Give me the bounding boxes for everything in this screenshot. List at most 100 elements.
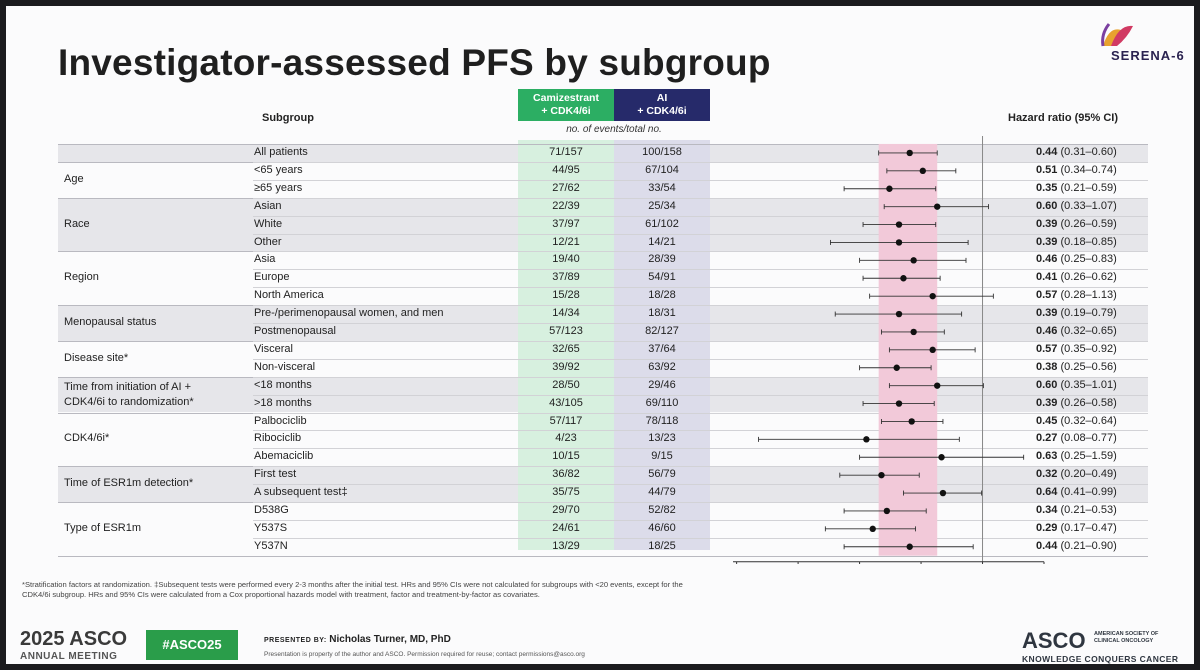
asco-meeting: ANNUAL MEETING: [20, 651, 118, 662]
subgroup-label: Postmenopausal: [254, 325, 336, 337]
camizestrant-events: 36/82: [552, 468, 580, 481]
hazard-ratio-estimate: 0.39: [1036, 396, 1058, 409]
hr-point: [939, 489, 947, 497]
hazard-ratio-estimate: 0.51: [1036, 163, 1058, 176]
group-label: Time from initiation of AI + CDK4/6i to r…: [64, 380, 194, 410]
hazard-ratio-value: 0.60 (0.33–1.07): [1036, 200, 1117, 212]
presenter-line: PRESENTED BY: Nicholas Turner, MD, PhD: [264, 634, 451, 645]
group-label: Disease site*: [64, 351, 129, 364]
confidence-interval: (0.35–0.92): [1060, 342, 1117, 355]
hr-point: [910, 328, 917, 336]
confidence-interval: (0.28–1.13): [1060, 289, 1117, 302]
camizestrant-column: [518, 140, 614, 550]
subgroup-label: >18 months: [254, 396, 312, 409]
confidence-interval: (0.31–0.60): [1060, 146, 1117, 158]
hazard-ratio-value: 0.39 (0.18–0.85): [1036, 236, 1117, 248]
subgroup-label: Palbociclib: [254, 414, 307, 427]
group-label: Menopausal status: [64, 316, 157, 328]
row-divider: [253, 502, 1148, 503]
camizestrant-events: 44/95: [552, 163, 580, 176]
hazard-ratio-value: 0.27 (0.08–0.77): [1036, 432, 1117, 444]
ai-header: AI + CDK4/6i: [614, 89, 710, 121]
subgroup-label: Asian: [254, 199, 282, 212]
ai-events: 61/102: [645, 217, 679, 230]
confidence-interval: (0.41–0.99): [1060, 486, 1117, 499]
hazard-ratio-value: 0.44 (0.31–0.60): [1036, 146, 1117, 158]
hazard-ratio-estimate: 0.57: [1036, 289, 1058, 302]
row-divider: [253, 466, 1148, 468]
hr-point: [883, 507, 891, 515]
hazard-ratio-value: 0.46 (0.32–0.65): [1036, 325, 1117, 337]
hazard-ratio-value: 0.64 (0.41–0.99): [1036, 486, 1117, 498]
camizestrant-events: 37/89: [552, 271, 580, 284]
row-divider: [253, 537, 1148, 539]
hr-point: [895, 310, 903, 318]
row-divider: [253, 269, 1148, 271]
group-label: CDK4/6i*: [64, 432, 110, 445]
camizestrant-header: Camizestrant + CDK4/6i: [518, 89, 614, 121]
hazard-ratio-value: 0.63 (0.25–1.59): [1036, 450, 1117, 462]
hazard-ratio-estimate: 0.46: [1036, 325, 1058, 337]
ai-events: 28/39: [648, 253, 676, 266]
ai-events: 63/92: [648, 360, 676, 373]
subgroup-label: ≥65 years: [254, 181, 303, 194]
subgroup-label: <18 months: [254, 378, 312, 391]
asco-society-logo: ASCO AMERICAN SOCIETY OF CLINICAL ONCOLO…: [1022, 628, 1178, 664]
confidence-interval: (0.20–0.49): [1060, 468, 1117, 481]
subgroup-label: Abemaciclib: [254, 450, 314, 463]
group-label: Race: [64, 217, 90, 230]
ai-events: 52/82: [648, 504, 676, 516]
confidence-interval: (0.32–0.64): [1060, 414, 1117, 427]
footnote: *Stratification factors at randomization…: [22, 580, 683, 599]
camizestrant-events: 10/15: [552, 450, 580, 463]
asco-tagline: KNOWLEDGE CONQUERS CANCER: [1022, 654, 1179, 664]
hr-point: [906, 149, 913, 157]
hr-point: [910, 257, 917, 264]
confidence-interval: (0.25–0.56): [1060, 360, 1117, 373]
camizestrant-header-line1: Camizestrant: [533, 92, 599, 104]
subgroup-label: Other: [254, 235, 282, 248]
events-subheader: no. of events/total no.: [566, 124, 662, 135]
camizestrant-events: 32/65: [552, 342, 580, 355]
hazard-ratio-value: 0.34 (0.21–0.53): [1036, 504, 1117, 516]
hr-point: [934, 382, 941, 389]
row-divider: [253, 161, 1148, 163]
confidence-interval: (0.32–0.65): [1060, 325, 1117, 337]
confidence-interval: (0.21–0.90): [1060, 539, 1117, 552]
ai-header-line2: + CDK4/6i: [637, 105, 687, 117]
ai-events: 25/34: [648, 199, 676, 212]
camizestrant-events: 27/62: [552, 181, 580, 194]
row-divider: [253, 305, 1148, 307]
camizestrant-events: 19/40: [552, 253, 580, 266]
confidence-interval: (0.34–0.74): [1060, 163, 1117, 176]
subgroup-header: Subgroup: [262, 112, 314, 124]
camizestrant-events: 71/157: [549, 146, 583, 158]
ai-events: 18/28: [648, 289, 676, 302]
hazard-ratio-estimate: 0.38: [1036, 360, 1058, 373]
asco-society-line2: CLINICAL ONCOLOGY: [1094, 638, 1154, 644]
hazard-ratio-estimate: 0.46: [1036, 253, 1058, 266]
ai-events: 69/110: [645, 396, 679, 409]
hazard-ratio-estimate: 0.34: [1036, 504, 1058, 516]
confidence-interval: (0.21–0.59): [1060, 181, 1117, 194]
subgroup-label: All patients: [254, 146, 308, 158]
row-divider: [253, 215, 1148, 217]
hazard-ratio-estimate: 0.32: [1036, 468, 1058, 481]
subgroup-label: First test: [254, 468, 297, 481]
confidence-interval: (0.25–1.59): [1060, 450, 1117, 463]
hazard-ratio-header: Hazard ratio (95% CI): [1008, 112, 1119, 124]
row-divider: [253, 376, 1148, 378]
presented-by-label: PRESENTED BY:: [264, 637, 327, 644]
hashtag-badge: #ASCO25: [146, 630, 238, 660]
subgroup-label: North America: [254, 289, 324, 302]
subgroup-label: D538G: [254, 504, 289, 516]
ai-events: 37/64: [648, 342, 676, 355]
ai-events: 56/79: [648, 468, 676, 481]
row-divider: [253, 519, 1148, 521]
group-label-line2: CDK4/6i to randomization*: [64, 395, 194, 408]
hazard-ratio-estimate: 0.44: [1036, 539, 1058, 552]
hr-point: [878, 471, 885, 479]
ai-events: 13/23: [648, 432, 676, 445]
hazard-ratio-estimate: 0.60: [1036, 378, 1058, 391]
hazard-ratio-estimate: 0.64: [1036, 486, 1058, 499]
